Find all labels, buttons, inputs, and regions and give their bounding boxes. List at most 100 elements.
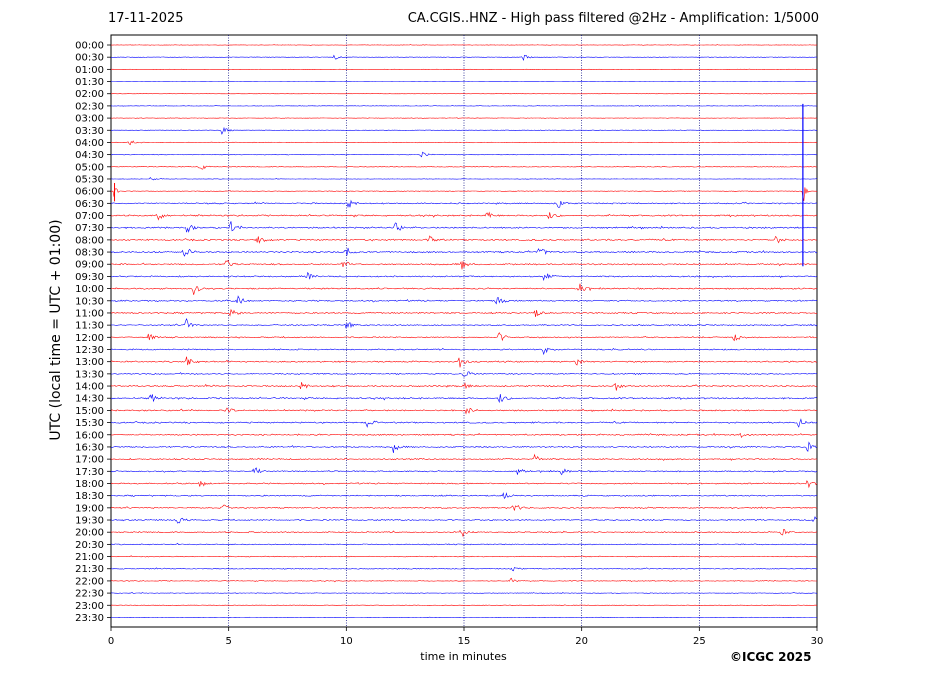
trace-10:00 <box>110 283 818 295</box>
trace-04:30 <box>111 151 818 158</box>
y-tick-label: 09:30 <box>75 272 104 283</box>
chart-title: CA.CGIS..HNZ - High pass filtered @2Hz -… <box>407 11 819 26</box>
trace-23:00 <box>110 604 818 606</box>
trace-02:00 <box>111 93 817 95</box>
y-tick-label: 21:30 <box>75 564 104 575</box>
trace-05:00 <box>111 165 818 170</box>
y-tick-label: 06:30 <box>75 199 104 210</box>
trace-17:00 <box>110 453 818 461</box>
y-tick-label: 03:30 <box>75 126 104 137</box>
trace-11:30 <box>110 317 818 329</box>
y-tick-label: 13:30 <box>75 369 104 380</box>
trace-11:00 <box>110 308 818 318</box>
x-axis-label-text: time in minutes <box>420 650 507 663</box>
x-tick-label: 25 <box>693 636 706 647</box>
trace-22:00 <box>110 577 817 583</box>
y-tick-label: 19:00 <box>75 503 104 514</box>
trace-01:00 <box>110 68 818 70</box>
y-tick-label: 10:00 <box>75 284 104 295</box>
y-tick-label: 07:30 <box>75 223 104 234</box>
y-tick-label: 12:30 <box>75 345 104 356</box>
y-tick-label: 01:00 <box>75 65 104 76</box>
y-tick-label: 14:30 <box>75 394 104 405</box>
y-tick-label: 06:00 <box>75 187 104 198</box>
y-tick-label: 12:00 <box>75 333 104 344</box>
trace-20:00 <box>110 528 818 538</box>
trace-03:30 <box>110 126 818 135</box>
trace-00:00 <box>111 44 818 46</box>
trace-12:00 <box>110 332 818 342</box>
trace-21:00 <box>110 555 818 558</box>
y-tick-label: 20:00 <box>75 528 104 539</box>
trace-18:30 <box>111 492 817 500</box>
trace-14:30 <box>110 393 818 404</box>
trace-02:30 <box>110 105 818 107</box>
x-tick-label: 15 <box>458 636 471 647</box>
trace-10:30 <box>110 295 818 305</box>
trace-22:30 <box>110 592 818 594</box>
trace-16:00 <box>110 432 818 438</box>
y-tick-label: 22:30 <box>75 589 104 600</box>
y-tick-label: 15:30 <box>75 418 104 429</box>
trace-18:00 <box>110 480 818 489</box>
trace-06:00 <box>111 187 818 201</box>
y-tick-label: 08:00 <box>75 235 104 246</box>
trace-19:30 <box>110 516 818 524</box>
trace-14:00 <box>110 382 818 391</box>
x-tick-label: 10 <box>340 636 353 647</box>
trace-05:30 <box>110 176 817 181</box>
y-tick-label: 13:00 <box>75 357 104 368</box>
trace-00:30 <box>110 54 818 62</box>
y-tick-label: 18:00 <box>75 479 104 490</box>
y-tick-label: 00:00 <box>75 41 104 52</box>
y-tick-label: 00:30 <box>75 53 104 64</box>
x-tick-label: 5 <box>225 636 231 647</box>
y-tick-label: 02:30 <box>75 101 104 112</box>
trace-19:00 <box>110 504 818 511</box>
y-tick-label: 14:00 <box>75 382 104 393</box>
trace-06:30 <box>110 199 818 209</box>
trace-04:00 <box>110 140 818 146</box>
y-tick-label: 11:00 <box>75 308 104 319</box>
y-tick-label: 22:00 <box>75 576 104 587</box>
y-tick-label: 10:30 <box>75 296 104 307</box>
y-tick-label: 23:30 <box>75 613 104 624</box>
trace-07:30 <box>110 221 818 233</box>
trace-16:30 <box>110 441 818 454</box>
trace-03:00 <box>110 117 818 119</box>
y-tick-label: 20:30 <box>75 540 104 551</box>
trace-15:30 <box>110 418 818 428</box>
trace-07:00 <box>110 211 818 221</box>
y-tick-label: 05:30 <box>75 174 104 185</box>
y-tick-label: 18:30 <box>75 491 104 502</box>
trace-15:00 <box>110 407 818 415</box>
y-tick-label: 17:00 <box>75 455 104 466</box>
date-label: 17-11-2025 <box>108 11 184 26</box>
trace-09:30 <box>110 271 818 282</box>
y-tick-label: 15:00 <box>75 406 104 417</box>
trace-12:30 <box>110 347 818 356</box>
y-tick-label: 21:00 <box>75 552 104 563</box>
x-axis-label: time in minutes <box>0 650 927 663</box>
trace-13:30 <box>110 371 818 377</box>
y-tick-label: 23:00 <box>75 601 104 612</box>
trace-20:30 <box>110 542 818 546</box>
x-tick-label: 30 <box>811 636 824 647</box>
copyright-label: ©ICGC 2025 <box>730 650 812 664</box>
y-tick-label: 08:30 <box>75 248 104 259</box>
trace-09:00 <box>110 259 818 270</box>
y-tick-label: 09:00 <box>75 260 104 271</box>
y-tick-label: 01:30 <box>75 77 104 88</box>
y-tick-label: 02:00 <box>75 89 104 100</box>
y-tick-label: 05:00 <box>75 162 104 173</box>
trace-08:30 <box>110 247 818 257</box>
y-tick-label: 04:00 <box>75 138 104 149</box>
y-axis-label: UTC (local time = UTC + 01:00) <box>48 219 64 441</box>
y-tick-label: 07:00 <box>75 211 104 222</box>
trace-21:30 <box>111 567 818 572</box>
y-tick-label: 16:00 <box>75 430 104 441</box>
y-tick-label: 04:30 <box>75 150 104 161</box>
trace-13:00 <box>110 356 818 368</box>
trace-08:00 <box>110 235 818 244</box>
